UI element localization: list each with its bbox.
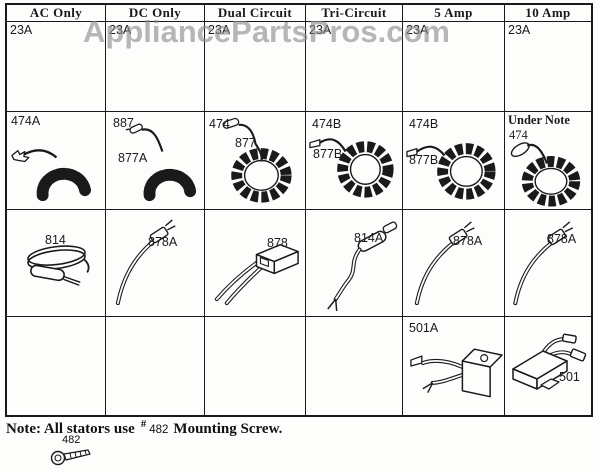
part-label-23a: 23A bbox=[508, 23, 531, 37]
cell-r1-dual-circuit: 23A bbox=[205, 22, 306, 112]
cell-r2-dual-circuit: 474 877 bbox=[205, 112, 306, 210]
cell-r4-dc-only bbox=[106, 317, 205, 415]
inline-connector-wire-illustration bbox=[327, 221, 398, 312]
cell-r2-dc-only: 887 877A bbox=[106, 112, 205, 210]
column-header-5-amp: 5 Amp bbox=[403, 5, 505, 22]
part-label-878a: 878A bbox=[148, 235, 178, 249]
part-label-877b: 877B bbox=[409, 153, 439, 167]
note-prefix: Note: All stators use bbox=[6, 421, 135, 437]
cell-r2-tri-circuit: 474B 877B bbox=[306, 112, 403, 210]
part-label-814: 814 bbox=[45, 233, 66, 247]
part-label-23a: 23A bbox=[406, 23, 429, 37]
cell-r2-ac-only: 474A bbox=[7, 112, 106, 210]
cell-r1-ac-only: 23A bbox=[7, 22, 106, 112]
cell-r2-10-amp: Under Note 474 bbox=[505, 112, 591, 210]
header-label: Tri-Circuit bbox=[321, 5, 387, 20]
column-header-dc-only: DC Only bbox=[106, 5, 205, 22]
under-note-label: Under Note bbox=[508, 113, 570, 127]
part-label-501a: 501A bbox=[409, 321, 439, 335]
hash-symbol: # bbox=[140, 418, 147, 430]
column-header-10-amp: 10 Amp bbox=[505, 5, 591, 22]
regulator-box-illustration bbox=[410, 348, 503, 398]
note-part-number: 482 bbox=[149, 424, 169, 436]
part-label-878a: 878A bbox=[547, 232, 577, 246]
column-header-ac-only: AC Only bbox=[7, 5, 106, 22]
part-label-877: 877 bbox=[235, 136, 256, 150]
part-label-23a: 23A bbox=[10, 23, 33, 37]
column-header-dual-circuit: Dual Circuit bbox=[205, 5, 306, 22]
cell-r3-ac-only: 814 bbox=[7, 210, 106, 317]
cell-r1-tri-circuit: 23A bbox=[306, 22, 403, 112]
mounting-screw-figure: 482 bbox=[50, 434, 110, 470]
cell-r3-tri-circuit: 814A bbox=[306, 210, 403, 317]
mounting-screw-note: Note: All stators use #482 Mounting Screw. bbox=[6, 418, 282, 438]
cell-r4-5-amp: 501A bbox=[403, 317, 505, 415]
cell-r4-ac-only bbox=[7, 317, 106, 415]
wire-lead-illustration bbox=[115, 219, 176, 306]
part-label-887: 887 bbox=[113, 116, 134, 130]
part-label-878: 878 bbox=[267, 236, 288, 250]
header-label: 5 Amp bbox=[434, 5, 473, 20]
screw-icon bbox=[50, 449, 91, 466]
note-suffix: Mounting Screw. bbox=[173, 421, 283, 437]
cell-r1-10-amp: 23A bbox=[505, 22, 591, 112]
half-stator-illustration bbox=[11, 149, 92, 202]
cell-r3-5-amp: 878A bbox=[403, 210, 505, 317]
wire-lead-illustration bbox=[414, 221, 475, 306]
cell-r4-dual-circuit bbox=[205, 317, 306, 415]
part-label-474: 474 bbox=[209, 117, 230, 131]
cell-r1-5-amp: 23A bbox=[403, 22, 505, 112]
half-stator-illustration bbox=[125, 123, 197, 202]
ring-stator-illustration bbox=[222, 117, 292, 203]
part-label-23a: 23A bbox=[109, 23, 132, 37]
wire-lead-illustration bbox=[513, 221, 574, 306]
header-label: Dual Circuit bbox=[217, 5, 293, 20]
header-label: AC Only bbox=[29, 5, 83, 20]
ring-stator-illustration bbox=[406, 143, 496, 200]
part-label-482: 482 bbox=[62, 434, 81, 446]
regulator-box-illustration bbox=[512, 333, 587, 390]
part-label-877a: 877A bbox=[118, 151, 148, 165]
part-label-474b: 474B bbox=[312, 117, 342, 131]
cell-r3-dc-only: 878A bbox=[106, 210, 205, 317]
ring-stator-illustration bbox=[510, 142, 581, 207]
cell-r1-dc-only: 23A bbox=[106, 22, 205, 112]
cell-r3-10-amp: 878A bbox=[505, 210, 591, 317]
part-label-474: 474 bbox=[509, 128, 528, 142]
part-label-474b: 474B bbox=[409, 117, 439, 131]
cell-r2-5-amp: 474B 877B bbox=[403, 112, 505, 210]
column-header-tri-circuit: Tri-Circuit bbox=[306, 5, 403, 22]
header-label: 10 Amp bbox=[525, 5, 571, 20]
part-label-878a: 878A bbox=[453, 234, 483, 248]
cell-r4-tri-circuit bbox=[306, 317, 403, 415]
connector-block-illustration bbox=[214, 243, 299, 306]
cell-r4-10-amp: 501 bbox=[505, 317, 591, 415]
part-label-23a: 23A bbox=[309, 23, 332, 37]
part-label-814a: 814A bbox=[354, 231, 384, 245]
cell-r3-dual-circuit: 878 bbox=[205, 210, 306, 317]
part-label-877b: 877B bbox=[313, 147, 343, 161]
ring-stator-illustration bbox=[309, 138, 394, 198]
coiled-wire-illustration bbox=[27, 245, 90, 286]
header-label: DC Only bbox=[128, 5, 182, 20]
part-label-501: 501 bbox=[559, 370, 580, 384]
part-label-23a: 23A bbox=[208, 23, 231, 37]
parts-table: AC Only DC Only Dual Circuit Tri-Circuit… bbox=[5, 3, 593, 417]
part-label-474a: 474A bbox=[11, 114, 41, 128]
